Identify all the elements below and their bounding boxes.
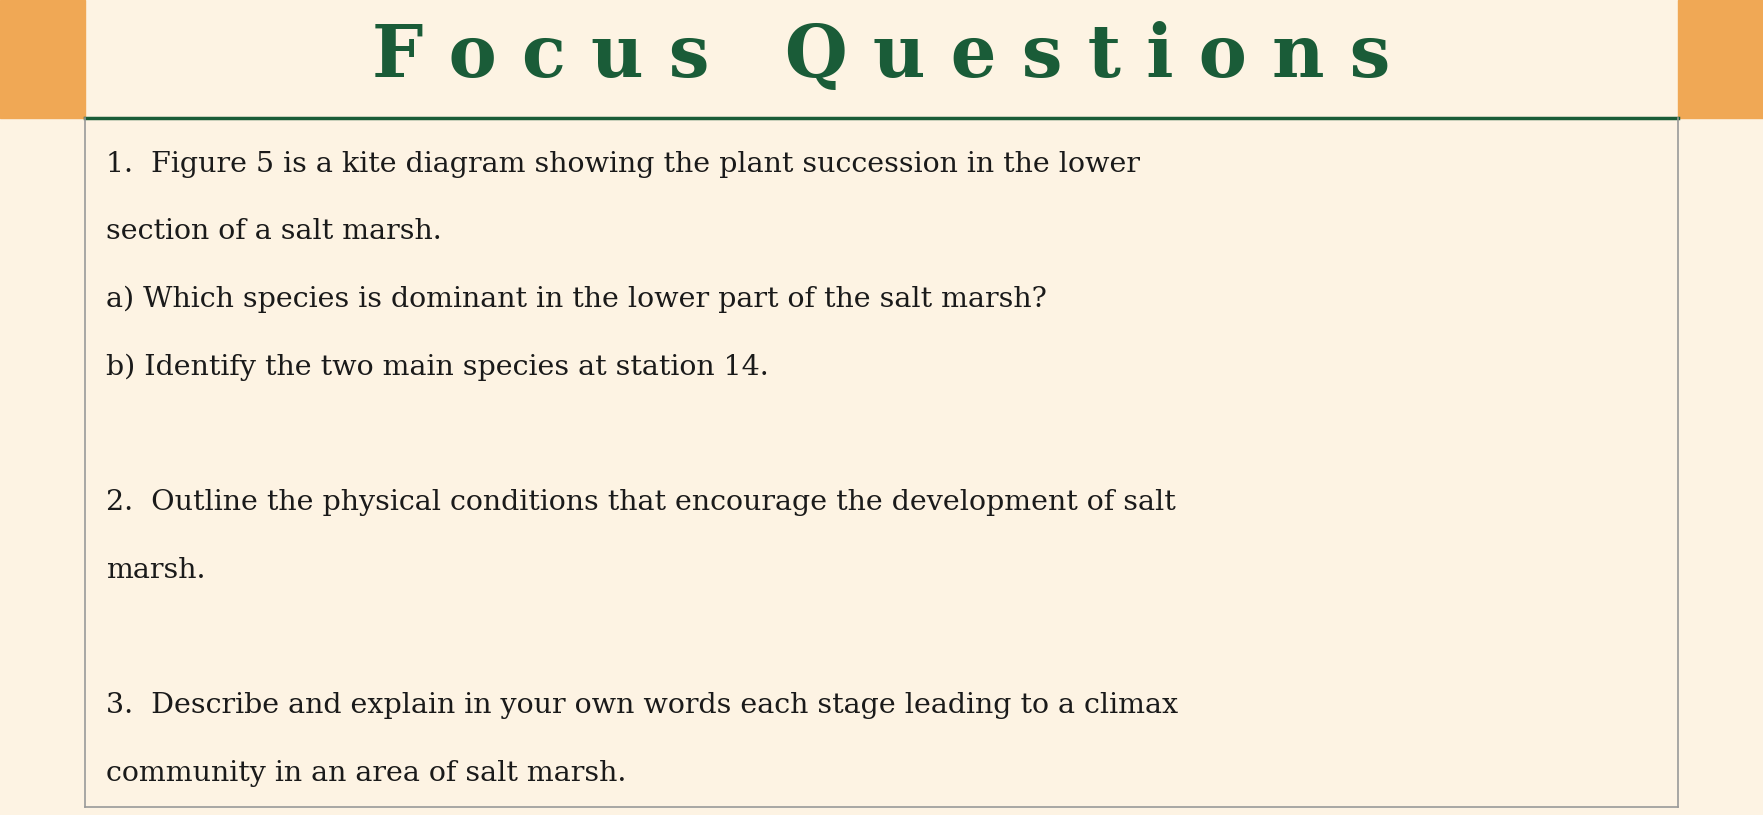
- Bar: [85, 0, 1678, 118]
- Text: section of a salt marsh.: section of a salt marsh.: [106, 218, 441, 245]
- Text: 3.  Describe and explain in your own words each stage leading to a climax: 3. Describe and explain in your own word…: [106, 692, 1178, 719]
- Bar: [1678, 0, 1763, 118]
- Text: F o c u s   Q u e s t i o n s: F o c u s Q u e s t i o n s: [372, 21, 1391, 92]
- Text: 1.  Figure 5 is a kite diagram showing the plant succession in the lower: 1. Figure 5 is a kite diagram showing th…: [106, 151, 1141, 178]
- Text: a) Which species is dominant in the lower part of the salt marsh?: a) Which species is dominant in the lowe…: [106, 286, 1047, 314]
- Bar: [0, 0, 85, 118]
- Text: marsh.: marsh.: [106, 557, 205, 584]
- Text: b) Identify the two main species at station 14.: b) Identify the two main species at stat…: [106, 354, 769, 381]
- Text: 2.  Outline the physical conditions that encourage the development of salt: 2. Outline the physical conditions that …: [106, 489, 1176, 516]
- Text: community in an area of salt marsh.: community in an area of salt marsh.: [106, 760, 626, 786]
